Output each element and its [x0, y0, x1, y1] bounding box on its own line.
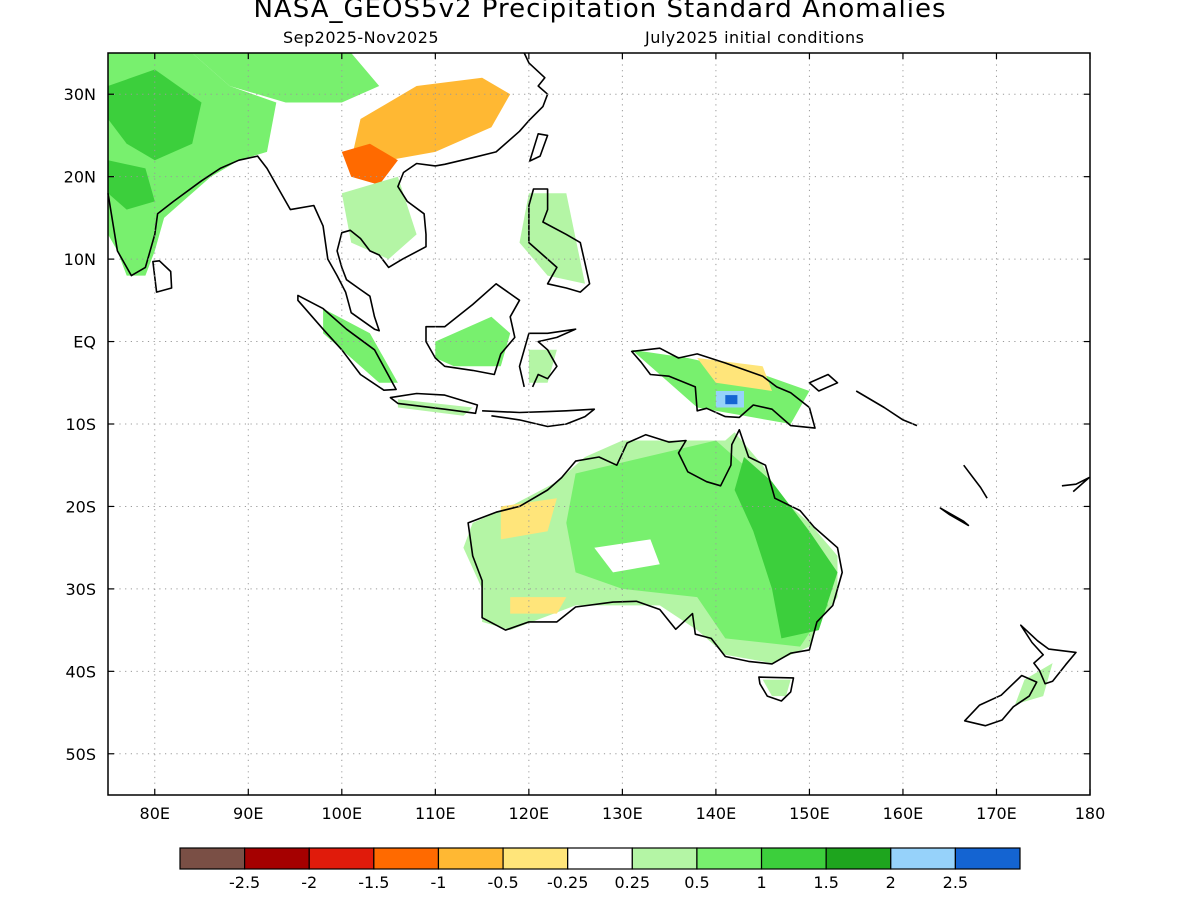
map-title: NASA_GEOS5v2 Precipitation Standard Anom…	[253, 0, 947, 24]
lat-label: 10S	[65, 415, 96, 434]
coast-tasmania	[758, 676, 795, 702]
colorbar-swatch	[631, 847, 698, 870]
lon-label: 90E	[233, 804, 263, 823]
colorbar-swatch	[244, 847, 310, 870]
colorbar-label: 0.25	[614, 873, 650, 892]
colorbar-swatch	[890, 847, 956, 870]
colorbar-swatch	[760, 847, 827, 870]
shade-aus-sw-dry	[510, 597, 567, 614]
coast-australia	[467, 428, 844, 665]
colorbar-swatch	[373, 847, 440, 870]
coast-lesser-sunda	[482, 408, 596, 428]
coast-sri-lanka	[152, 259, 173, 293]
coast-nz-north	[1019, 624, 1077, 685]
shade-aus-east	[734, 457, 838, 639]
colorbar-swatch	[308, 847, 375, 870]
coast-borneo	[425, 282, 521, 376]
coast-taiwan	[528, 133, 549, 162]
lat-label: 50S	[65, 745, 96, 764]
lat-label: 30N	[64, 85, 96, 104]
coast-nz-south	[963, 674, 1038, 727]
lon-label: 80E	[140, 804, 170, 823]
shade-tasmania	[762, 679, 791, 697]
lat-label: EQ	[73, 333, 96, 352]
coastlines	[107, 52, 1090, 727]
colorbar-label: 1	[756, 873, 766, 892]
lon-label: 150E	[789, 804, 830, 823]
shade-indochina	[341, 176, 417, 260]
lon-label: 110E	[415, 804, 456, 823]
coast-sulawesi	[518, 328, 577, 388]
colorbar-label: 2	[886, 873, 896, 892]
coast-new-guinea	[630, 347, 816, 429]
initial-conditions: July2025 initial conditions	[645, 28, 865, 47]
graticule	[108, 53, 1090, 795]
colorbar-swatch	[825, 847, 892, 870]
lon-label: 140E	[696, 804, 737, 823]
lat-label: 40S	[65, 662, 96, 681]
shade-aus-neutral	[594, 539, 660, 573]
lon-label: 100E	[321, 804, 362, 823]
lon-label: 160E	[883, 804, 924, 823]
anomaly-shading	[108, 53, 1053, 705]
shade-tibet	[192, 53, 380, 103]
lon-label: 170E	[976, 804, 1017, 823]
coast-vanuatu	[963, 464, 988, 499]
colorbar-label: -1.5	[358, 873, 389, 892]
lon-label: 130E	[602, 804, 643, 823]
shade-china-core	[341, 143, 398, 185]
forecast-period: Sep2025-Nov2025	[283, 28, 440, 47]
colorbar-label: -2	[301, 873, 317, 892]
shade-s-china	[351, 77, 511, 161]
shade-india-south	[108, 160, 155, 210]
colorbar-label: -0.5	[487, 873, 518, 892]
shade-philippines	[519, 193, 585, 284]
lat-label: 10N	[64, 250, 96, 269]
shade-png-wet-core	[725, 395, 738, 405]
lon-label: 180	[1075, 804, 1106, 823]
shade-sulawesi	[528, 349, 557, 383]
colorbar-label: 1.5	[813, 873, 838, 892]
shade-aus-nw-dry	[500, 498, 557, 540]
shade-png	[631, 349, 810, 424]
lat-label: 30S	[65, 580, 96, 599]
colorbar-swatch	[179, 847, 246, 870]
coast-new-britain	[808, 373, 839, 392]
coast-java	[389, 392, 479, 415]
colorbar-label: 0.5	[684, 873, 709, 892]
colorbar-swatch	[502, 847, 569, 870]
coast-solomons	[855, 390, 918, 427]
shade-borneo	[435, 316, 511, 367]
lon-label: 120E	[509, 804, 550, 823]
colorbar-swatch	[437, 847, 504, 870]
lat-label: 20N	[64, 168, 96, 187]
colorbar-label: -2.5	[229, 873, 260, 892]
coast-sumatra	[297, 294, 397, 392]
axis-ticks: 80E 90E 100E 110E 120E 130E 140E 150E 160E 170E 18…	[64, 53, 1106, 823]
colorbar: -2.5 -2 -1.5 -1 -0.5 -0.25 0.25 0.5 1 1.5 2 2.5	[179, 847, 1021, 892]
shade-nz	[1015, 663, 1053, 705]
coast-asia	[107, 52, 549, 332]
colorbar-swatch	[567, 847, 633, 870]
coast-fiji	[1061, 476, 1090, 493]
colorbar-label: -0.25	[547, 873, 588, 892]
colorbar-swatch	[696, 847, 763, 870]
lat-label: 20S	[65, 497, 96, 516]
colorbar-label: -1	[430, 873, 446, 892]
shade-png-dry	[697, 358, 772, 391]
colorbar-swatch	[954, 847, 1021, 870]
shade-india-core	[108, 69, 202, 161]
colorbar-label: 2.5	[943, 873, 968, 892]
coast-new-caledonia	[939, 507, 970, 527]
